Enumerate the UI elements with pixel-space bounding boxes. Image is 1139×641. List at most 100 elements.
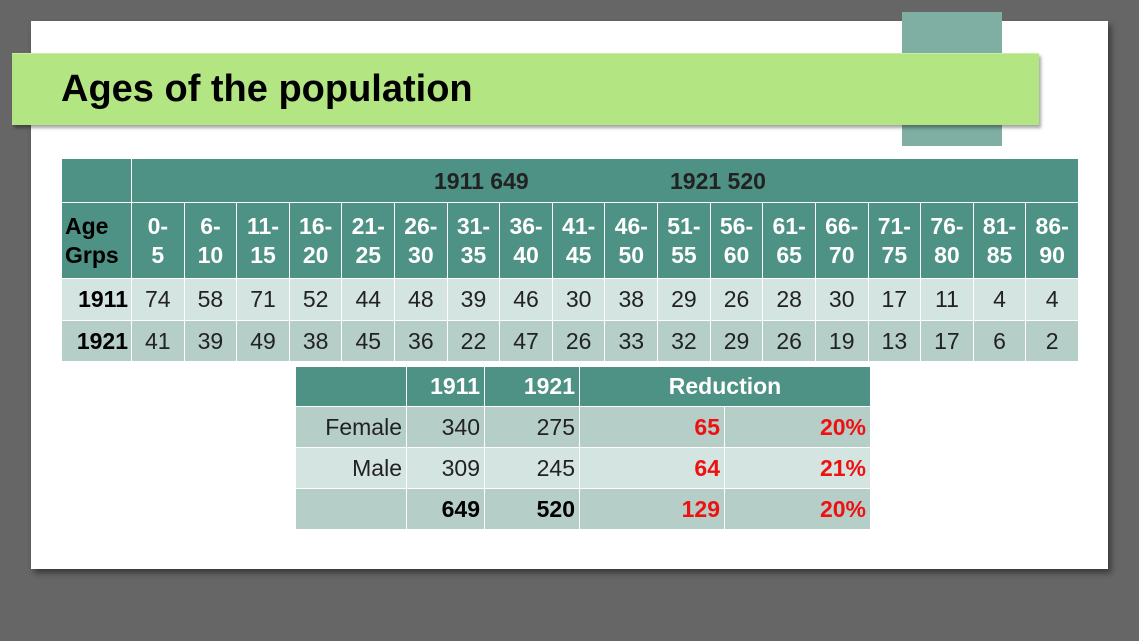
age-group-line: 0- — [147, 212, 169, 239]
reduction-percent: 20% — [725, 407, 872, 448]
table-row: 1911 74 58 71 52 44 48 39 46 30 38 29 26 28 30 17 11 4 4 — [62, 279, 1079, 321]
reduction-percent: 21% — [725, 448, 872, 489]
age-group-line: 15 — [250, 241, 276, 268]
age-group-line: 30 — [408, 241, 434, 268]
age-group-line: 60 — [723, 241, 750, 268]
age-count-cell: 29 — [710, 321, 764, 362]
age-count-cell: 17 — [868, 279, 922, 321]
age-group-line: 25 — [355, 241, 382, 268]
value-1911: 309 — [407, 448, 485, 489]
age-group-line: 35 — [460, 241, 487, 268]
table-top-row: 1911 649 1921 520 — [62, 159, 1079, 203]
age-count-cell: 30 — [552, 279, 606, 321]
age-group-line: 11- — [247, 212, 280, 239]
age-count-cell: 30 — [815, 279, 869, 321]
summary-header-reduction: Reduction — [580, 367, 872, 407]
header-label-line2: Grps — [65, 241, 119, 268]
reduction-value: 129 — [580, 489, 725, 530]
value-1921: 275 — [485, 407, 580, 448]
age-header-row: Age Grps 0- 5 6- 10 11- 15 16- 20 21- 25 26- 30 31- 3… — [62, 203, 1079, 279]
age-group-line: 66- — [825, 212, 859, 239]
age-group-header: 36- 40 — [500, 203, 553, 279]
row-label — [296, 489, 407, 530]
age-count-cell: 11 — [921, 279, 974, 321]
reduction-value: 65 — [580, 407, 725, 448]
age-group-header: 71- 75 — [868, 203, 922, 279]
reduction-value: 64 — [580, 448, 725, 489]
age-count-cell: 71 — [237, 279, 290, 321]
age-group-header: 21- 25 — [342, 203, 396, 279]
age-group-line: 55 — [671, 241, 697, 268]
age-count-cell: 36 — [395, 321, 448, 362]
age-count-cell: 26 — [710, 279, 764, 321]
summary-row-female: Female 340 275 65 20% — [296, 407, 872, 448]
age-count-cell: 46 — [500, 279, 553, 321]
age-group-line: 45 — [565, 241, 592, 268]
age-group-line: 21- — [351, 212, 385, 239]
title-bar: Ages of the population — [12, 53, 1039, 125]
age-group-header: 6- 10 — [184, 203, 238, 279]
row-label: 1921 — [62, 321, 132, 362]
age-group-line: 86- — [1035, 212, 1069, 239]
age-group-line: 71- — [877, 212, 911, 239]
age-count-cell: 26 — [552, 321, 606, 362]
age-count-cell: 58 — [184, 279, 238, 321]
age-group-line: 70 — [828, 241, 855, 268]
row-label: Female — [296, 407, 407, 448]
age-group-line: 26- — [404, 212, 438, 239]
summary-header-empty — [296, 367, 407, 407]
age-group-line: 46- — [614, 212, 648, 239]
age-group-line: 65 — [776, 241, 802, 268]
population-totals-cell: 1911 649 1921 520 — [132, 159, 1079, 203]
age-count-cell: 38 — [605, 279, 659, 321]
age-group-header: 86- 90 — [1026, 203, 1079, 279]
age-count-cell: 2 — [1026, 321, 1079, 362]
age-group-header: 66- 70 — [815, 203, 869, 279]
value-1911: 649 — [407, 489, 485, 530]
age-group-line: 36- — [509, 212, 543, 239]
age-count-cell: 26 — [763, 321, 816, 362]
value-1921: 520 — [485, 489, 580, 530]
age-count-cell: 41 — [132, 321, 185, 362]
age-count-cell: 28 — [763, 279, 816, 321]
age-group-header: 61- 65 — [763, 203, 816, 279]
total-1921-label: 1921 520 — [670, 168, 766, 194]
age-group-line: 90 — [1039, 241, 1065, 268]
age-group-line: 6- — [200, 212, 221, 239]
age-count-cell: 22 — [447, 321, 501, 362]
age-group-header: 16- 20 — [289, 203, 343, 279]
age-count-cell: 13 — [868, 321, 922, 362]
reduction-percent: 20% — [725, 489, 872, 530]
age-group-line: 10 — [197, 241, 224, 268]
age-count-cell: 29 — [658, 279, 711, 321]
top-empty-cell — [62, 159, 132, 203]
table-row: 1921 41 39 49 38 45 36 22 47 26 33 32 29 26 19 13 17 6 2 — [62, 321, 1079, 362]
header-label-line1: Age — [65, 212, 109, 239]
age-group-line: 40 — [513, 241, 539, 268]
summary-header-1921: 1921 — [485, 367, 580, 407]
age-count-cell: 4 — [973, 279, 1027, 321]
age-count-cell: 33 — [605, 321, 659, 362]
age-count-cell: 39 — [447, 279, 501, 321]
age-group-header: 0- 5 — [132, 203, 185, 279]
summary-row-total: 649 520 129 20% — [296, 489, 872, 530]
total-1911-label: 1911 649 — [434, 168, 529, 194]
page-title: Ages of the population — [61, 68, 473, 110]
age-count-cell: 49 — [237, 321, 290, 362]
age-group-line: 61- — [772, 212, 806, 239]
age-group-line: 5 — [151, 241, 165, 268]
age-count-cell: 17 — [921, 321, 974, 362]
age-group-line: 75 — [881, 241, 908, 268]
age-group-line: 31- — [456, 212, 491, 239]
age-count-cell: 45 — [342, 321, 396, 362]
age-count-cell: 6 — [973, 321, 1027, 362]
age-count-cell: 32 — [658, 321, 711, 362]
age-count-cell: 47 — [500, 321, 553, 362]
age-count-cell: 74 — [132, 279, 185, 321]
summary-header-1911: 1911 — [407, 367, 485, 407]
age-group-line: 56- — [719, 212, 754, 239]
age-count-cell: 48 — [395, 279, 448, 321]
age-group-header: 41- 45 — [552, 203, 606, 279]
age-group-header: 81- 85 — [973, 203, 1027, 279]
age-groups-table: 1911 649 1921 520 Age Grps 0- 5 6- 10 11- 15 1… — [62, 159, 1079, 362]
